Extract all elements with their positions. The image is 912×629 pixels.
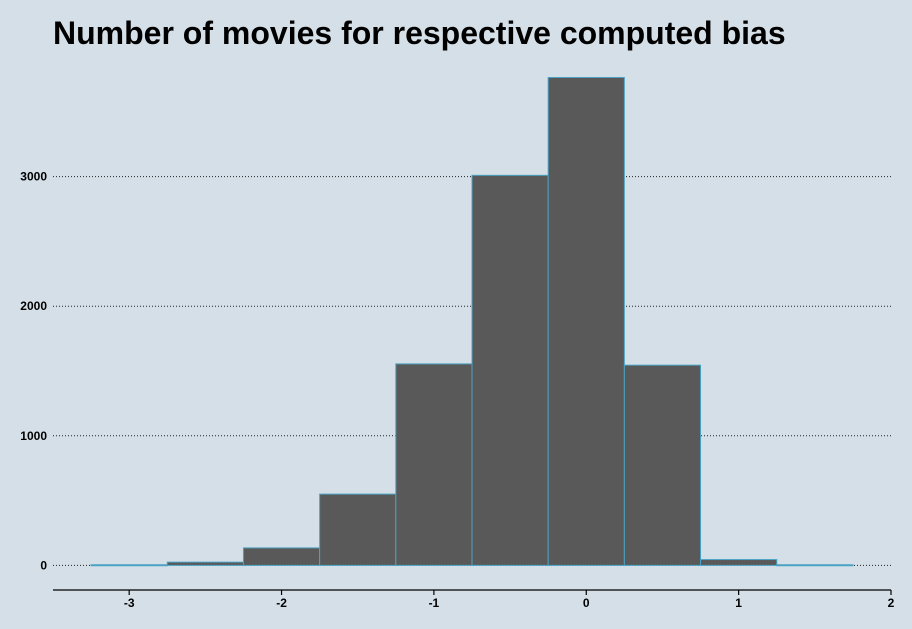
- x-tick-label: 1: [735, 596, 742, 610]
- y-tick-label: 3000: [20, 170, 47, 184]
- histogram-bar: [242, 547, 321, 566]
- x-tick-label: 0: [583, 596, 590, 610]
- x-tick-label: -2: [276, 596, 287, 610]
- histogram-bar: [623, 364, 702, 566]
- x-axis-ticks: -3 -2 -1 0 1 2: [124, 590, 895, 610]
- histogram-bar: [776, 564, 854, 567]
- y-tick-label: 0: [40, 558, 47, 572]
- y-axis-ticks: 0 1000 2000 3000: [20, 170, 47, 573]
- histogram-bar: [547, 76, 625, 566]
- x-tick-label: -3: [124, 596, 135, 610]
- histogram-bar: [90, 564, 168, 567]
- histogram-bar: [700, 559, 778, 566]
- histogram-bar: [166, 561, 244, 566]
- y-tick-label: 1000: [20, 429, 47, 443]
- histogram-bar: [319, 493, 397, 566]
- x-tick-label: -1: [429, 596, 440, 610]
- y-tick-label: 2000: [20, 299, 47, 313]
- chart-title: Number of movies for respective computed…: [53, 15, 786, 51]
- histogram-bar: [395, 363, 473, 566]
- histogram-bar: [471, 174, 549, 566]
- bars: [90, 76, 854, 567]
- x-tick-label: 2: [888, 596, 895, 610]
